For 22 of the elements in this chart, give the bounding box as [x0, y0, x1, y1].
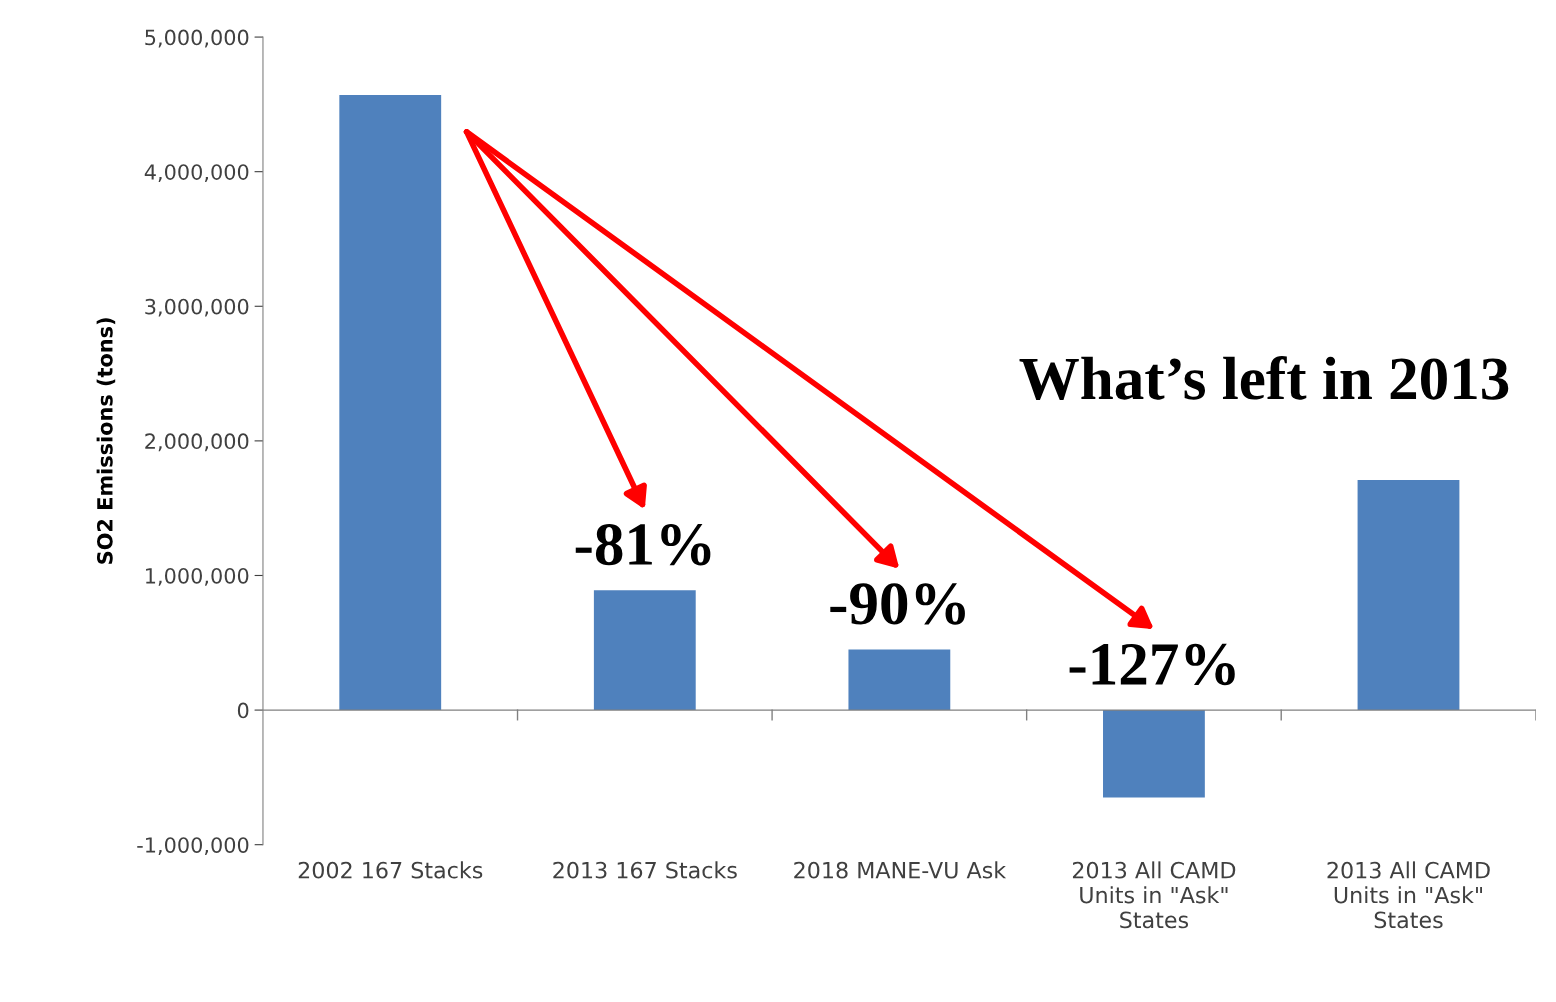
y-tick-label: 5,000,000	[145, 29, 249, 48]
y-tick-label: 3,000,000	[145, 298, 249, 317]
x-tick-label: 2013 All CAMD Units in "Ask" States	[1072, 861, 1236, 929]
bar	[593, 590, 696, 711]
annotation: -81%	[575, 523, 711, 566]
annotation: What’s left in 2013	[1019, 356, 1509, 400]
x-tick-label: 2013 All CAMD Units in "Ask" States	[1327, 861, 1490, 929]
y-tick-label: 2,000,000	[145, 433, 249, 452]
bar	[339, 94, 442, 711]
x-tick-label: 2013 167 Stacks	[553, 861, 737, 879]
bar	[848, 649, 951, 711]
y-tick-label: 0	[237, 702, 249, 719]
x-tick-label: 2002 167 Stacks	[298, 861, 483, 879]
y-tick-label: 4,000,000	[144, 164, 249, 183]
annotation: -127%	[1069, 643, 1235, 686]
y-tick-label: 1,000,000	[146, 567, 249, 586]
bar	[1103, 710, 1205, 798]
y-axis-title: SO2 Emissions (tons)	[96, 318, 116, 564]
annotation: -90%	[830, 583, 965, 625]
bar	[1357, 479, 1460, 711]
x-tick-label: 2018 MANE-VU Ask	[794, 861, 1007, 879]
y-tick-label: -1,000,000	[137, 837, 249, 856]
